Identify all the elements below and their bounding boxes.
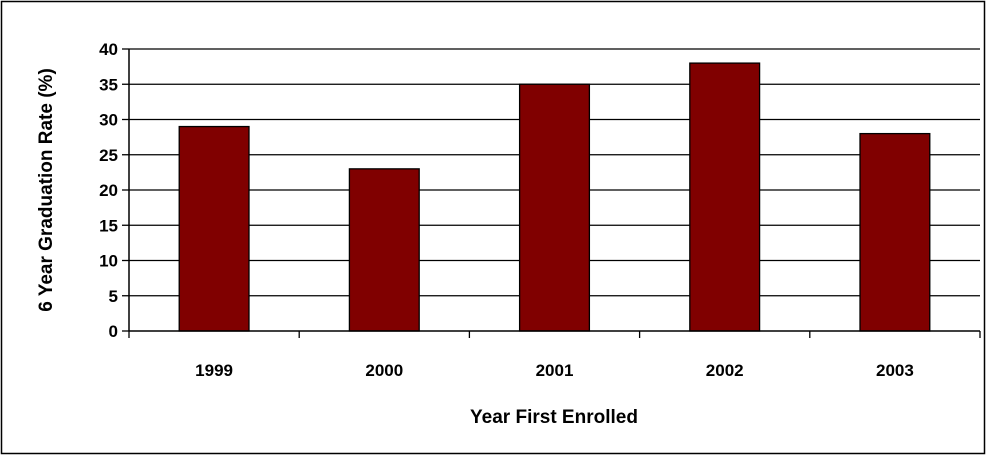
- bars: [178, 62, 931, 332]
- bar-2001: [518, 83, 591, 332]
- bar-1999: [178, 125, 250, 332]
- y-tick-labels: 0 5 10 15 20 25 30 35 40: [99, 40, 118, 341]
- y-tick-label: 5: [109, 287, 118, 306]
- x-tick-label: 2002: [706, 361, 744, 380]
- y-tick-label: 35: [99, 75, 118, 94]
- y-tick-label: 0: [109, 322, 118, 341]
- y-tick-label: 20: [99, 181, 118, 200]
- y-tick-label: 40: [99, 40, 118, 59]
- x-axis-title: Year First Enrolled: [470, 407, 638, 428]
- bar-2003: [859, 132, 931, 332]
- y-tick-label: 30: [99, 111, 118, 130]
- bar-2002: [689, 62, 761, 332]
- bar-2000: [348, 168, 420, 332]
- x-tick-labels: 1999 2000 2001 2002 2003: [195, 361, 914, 380]
- y-tick-label: 25: [99, 146, 118, 165]
- y-tick-label: 15: [99, 216, 118, 235]
- axes: [122, 48, 981, 338]
- y-axis-title: 6 Year Graduation Rate (%): [36, 68, 57, 312]
- y-tick-label: 10: [99, 252, 118, 271]
- x-tick-label: 1999: [195, 361, 233, 380]
- x-tick-label: 2000: [365, 361, 403, 380]
- x-tick-label: 2003: [876, 361, 914, 380]
- x-tick-label: 2001: [536, 361, 574, 380]
